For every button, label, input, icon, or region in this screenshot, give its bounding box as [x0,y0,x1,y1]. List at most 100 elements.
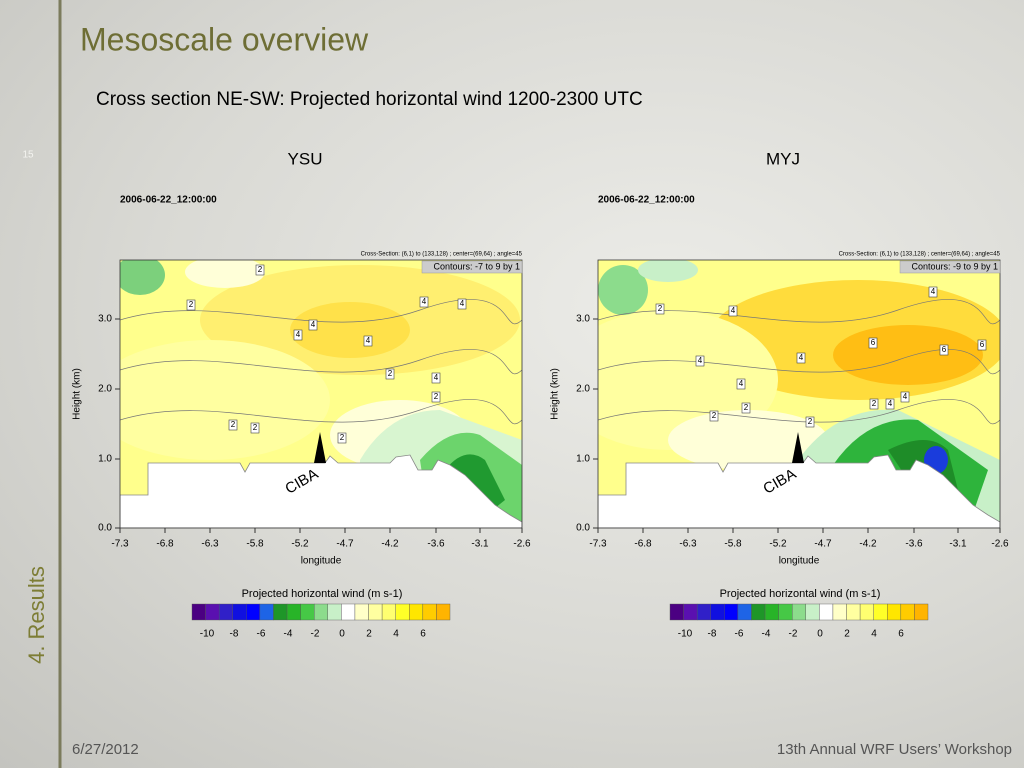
contour-label: 4 [311,320,316,329]
plot-panel: YSU 2006-06-22_12:00:00 Cross-Section: (6,… [72,149,531,639]
contour-label-box [308,319,318,331]
contour-label-box [900,391,910,403]
colorbar-cell [696,603,711,621]
terrain [598,454,1000,528]
colorbar-tick-label: -6 [735,629,744,640]
contour-label: 6 [980,340,985,349]
colorbar-tick-label: -4 [762,629,771,640]
terrain [120,454,522,528]
x-tick-label: -5.8 [246,539,264,550]
colorbar-tick-label: 4 [393,629,399,640]
site-marker [792,432,804,463]
colorbar-cell [436,603,451,621]
x-tick-label: -3.6 [427,539,445,550]
contours-box [899,260,1001,274]
contour-label-box [939,344,949,356]
x-tick-label: -5.2 [291,539,309,550]
colorbar-tick-label: -2 [311,629,320,640]
contour-label-box [186,299,196,311]
page-number: 15 [22,150,34,161]
y-tick-label: 0.0 [98,523,112,534]
contour-label-box [250,422,260,434]
colorbar-tick-label: -2 [789,629,798,640]
contour-label-box [293,329,303,341]
colorbar-cell [341,603,356,621]
contour-label-box [741,402,751,414]
contour-label: 2 [231,420,236,429]
field-patch [833,325,983,385]
contour-line [598,349,1000,375]
colorbar-cell [300,603,315,621]
colorbar-cell [710,603,725,621]
colorbar-cell [873,603,888,621]
date: 6/27/2012 [72,741,139,758]
contour-label: 2 [388,369,393,378]
x-tick-label: -5.8 [724,539,742,550]
contour-line [120,399,522,425]
x-tick-label: -5.2 [769,539,787,550]
field-patch [668,410,828,470]
contour-label: 2 [258,265,263,274]
contour-label-box [977,339,987,351]
model-label: YSU [288,149,323,168]
plot-frame [119,259,523,529]
contours-info: Contours: -9 to 9 by 1 [911,261,998,271]
contour-label-box [457,298,467,310]
x-tick-label: -6.8 [156,539,174,550]
contour-label: 4 [422,297,427,306]
colorbar-cell [368,603,383,621]
contour-label-box [419,296,429,308]
slide-title: Mesoscale overview [80,21,369,57]
colorbar-cell [751,603,766,621]
x-tick-label: -2.6 [991,539,1009,550]
y-tick-label: 0.0 [576,523,590,534]
contour-label-box [728,305,738,317]
y-tick-label: 1.0 [98,454,112,465]
y-tick-label: 1.0 [576,454,590,465]
x-tick-label: -4.2 [859,539,877,550]
colorbar-tick-label: -8 [708,629,717,640]
colorbar-cell [273,603,288,621]
contour-label-box [928,286,938,298]
contour-label: 2 [744,403,749,412]
plot-frame [597,259,1001,529]
contour-label: 2 [872,399,877,408]
contour-label-box [796,352,806,364]
contour-label: 4 [739,379,744,388]
colorbar-tick-label: 2 [844,629,850,640]
x-tick-label: -4.7 [814,539,832,550]
colorbar-title: Projected horizontal wind (m s-1) [242,588,403,600]
model-label: MYJ [766,149,800,168]
cross-section-info: Cross-Section: (6,1) to (133,128) ; cent… [839,252,1001,258]
colorbar-tick-label: -4 [284,629,293,640]
contour-label: 4 [296,330,301,339]
x-tick-label: -4.2 [381,539,399,550]
contour-label: 2 [189,300,194,309]
contour-line [598,299,1000,325]
colorbar-tick-label: 0 [339,629,345,640]
colorbar-cell [246,603,261,621]
contour-label-box [655,303,665,315]
colorbar-cell [887,603,902,621]
x-axis-label: longitude [779,556,820,567]
colorbar-cell [205,603,220,621]
colorbar-cell [778,603,793,621]
colorbar-cell [669,603,684,621]
y-tick-label: 2.0 [576,384,590,395]
contour-label-box [255,264,265,276]
contour-line [120,349,522,375]
colorbar-cell [724,603,739,621]
contour-label: 4 [799,353,804,362]
field-patch [120,260,165,295]
plot-panel: MYJ 2006-06-22_12:00:00 Cross-Section: (6,… [550,149,1009,639]
colorbar-tick-label: 4 [871,629,877,640]
contour-label-box [869,398,879,410]
field-patch [120,340,330,460]
colorbar-cell [286,603,301,621]
contour-field: Contours: -7 to 9 by 1 [119,259,523,529]
contour-label-box [431,372,441,384]
y-tick-label: 3.0 [576,314,590,325]
y-axis-label: Height (km) [550,368,561,420]
field-shapes [120,260,522,528]
